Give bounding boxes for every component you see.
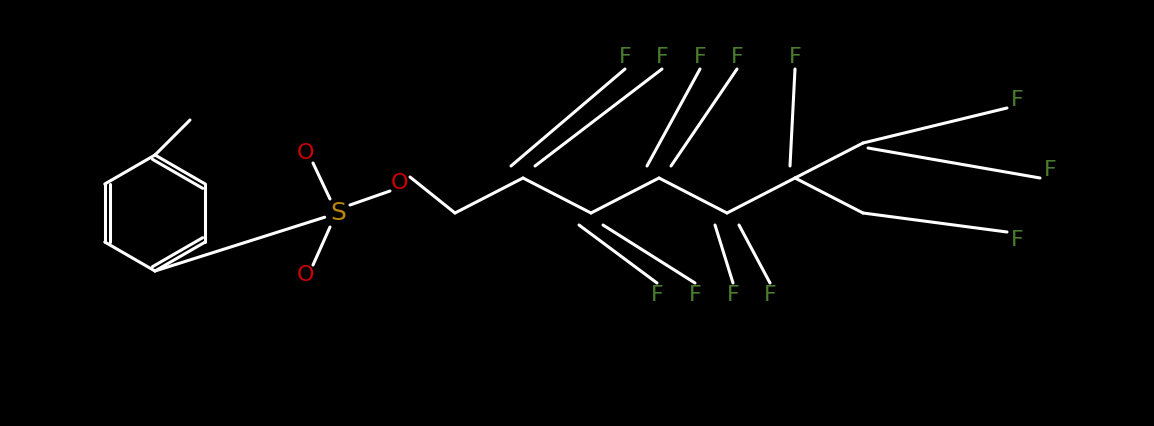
Text: F: F — [730, 47, 743, 67]
Text: F: F — [1011, 230, 1024, 250]
Text: F: F — [651, 285, 664, 305]
Text: F: F — [619, 47, 631, 67]
Text: F: F — [655, 47, 668, 67]
Text: O: O — [297, 265, 314, 285]
Text: F: F — [694, 47, 706, 67]
Text: F: F — [689, 285, 702, 305]
Text: F: F — [764, 285, 777, 305]
Text: S: S — [330, 201, 346, 225]
Text: F: F — [1011, 90, 1024, 110]
Text: O: O — [297, 143, 314, 163]
Text: O: O — [391, 173, 409, 193]
Text: F: F — [1043, 160, 1056, 180]
Text: F: F — [727, 285, 740, 305]
Text: F: F — [788, 47, 801, 67]
